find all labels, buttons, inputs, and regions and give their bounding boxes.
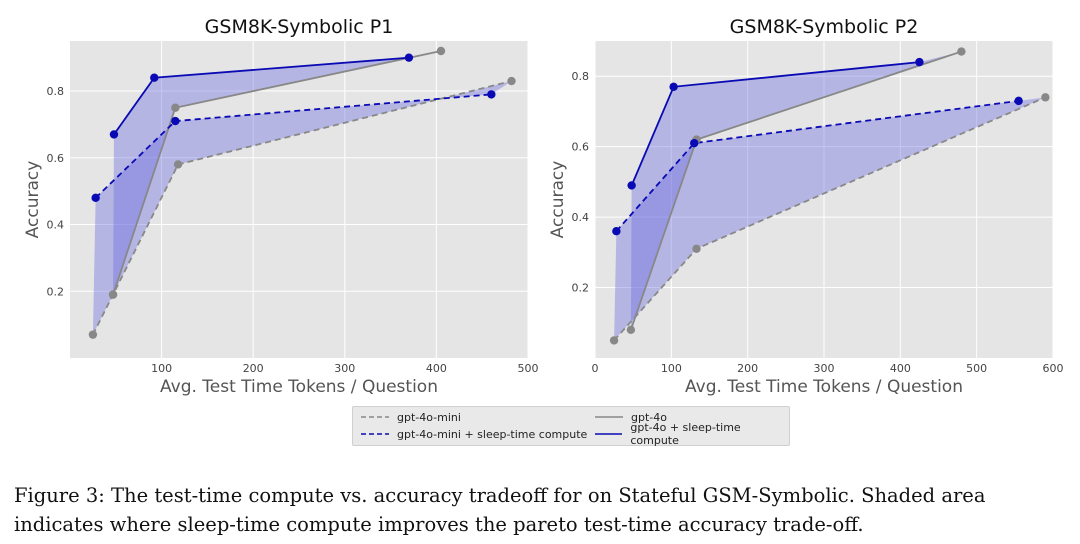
data-point [404, 53, 414, 62]
data-point [609, 336, 619, 345]
y-tick-label: 0.4 [47, 219, 65, 232]
x-tick-label: 300 [814, 362, 835, 375]
data-point [108, 290, 118, 299]
data-point [171, 103, 180, 112]
y-tick-label: 0.2 [572, 282, 590, 295]
y-tick-label: 0.8 [572, 70, 590, 83]
x-tick-label: 100 [151, 362, 172, 375]
x-axis-label: Avg. Test Time Tokens / Question [685, 377, 963, 397]
x-tick-label: 200 [243, 362, 264, 375]
data-point [669, 82, 678, 91]
figure-caption: Figure 3: The test-time compute vs. accu… [14, 484, 986, 536]
data-point [692, 244, 701, 254]
data-point [171, 116, 180, 126]
data-point [150, 73, 159, 82]
x-axis-label: Avg. Test Time Tokens / Question [160, 377, 438, 397]
data-point [1041, 93, 1050, 102]
legend: gpt-4o-mini gpt-4o gpt-4o-mini + sleep-t… [352, 406, 790, 447]
chart-panel-p2: 0 100 200 300 400 500 600 0.2 0.4 0.6 0.8 GSM8K-Sym… [548, 16, 1064, 397]
data-point [612, 227, 621, 236]
y-axis-label: Accuracy [23, 161, 43, 239]
improvement-shaded-area [614, 97, 1046, 341]
plot-background [70, 41, 528, 358]
chart-panel-p1: 100 200 300 400 500 0.2 0.4 0.6 0.8 GSM8K-Symboli… [23, 16, 539, 397]
data-point [957, 47, 966, 56]
legend-line-icon [361, 433, 389, 435]
y-tick-label: 0.4 [572, 211, 590, 224]
data-point [690, 138, 699, 148]
x-tick-label: 400 [426, 362, 447, 375]
data-point [627, 181, 636, 190]
data-point [915, 57, 924, 67]
x-tick-label: 600 [1043, 362, 1064, 375]
data-point [88, 330, 98, 339]
data-point [173, 160, 183, 169]
x-tick-label: 300 [334, 362, 355, 375]
data-point [1014, 96, 1023, 106]
data-point [626, 325, 636, 335]
y-axis-label: Accuracy [548, 161, 568, 239]
legend-label: gpt-4o + sleep-time compute [630, 421, 741, 447]
x-tick-label: 100 [661, 362, 682, 375]
chart-title: GSM8K-Symbolic P1 [205, 16, 394, 38]
legend-label: gpt-4o-mini + sleep-time compute [397, 427, 588, 441]
data-point [109, 130, 119, 139]
data-point [487, 90, 496, 99]
chart-title: GSM8K-Symbolic P2 [730, 16, 919, 38]
series-line [92, 80, 512, 336]
x-tick-label: 500 [518, 362, 539, 375]
legend-line-icon [595, 416, 623, 418]
improvement-shaded-area [92, 81, 512, 335]
legend-item-gpt-4o-mini: gpt-4o-mini [361, 409, 461, 425]
x-tick-label: 500 [966, 362, 987, 375]
data-point [91, 193, 100, 203]
data-point [507, 76, 516, 86]
improvement-shaded-area [630, 51, 962, 330]
legend-item-gpt-4o-mini-sleep: gpt-4o-mini + sleep-time compute [361, 426, 587, 442]
legend-item-gpt-4o: gpt-4o [595, 409, 667, 425]
series-line [615, 99, 1019, 232]
data-point [436, 46, 446, 56]
y-tick-label: 0.6 [572, 141, 590, 154]
y-tick-label: 0.6 [47, 152, 65, 165]
legend-item-gpt-4o-sleep: gpt-4o + sleep-time compute [595, 421, 789, 447]
legend-line-icon [361, 416, 389, 418]
x-tick-label: 0 [592, 362, 599, 375]
y-tick-label: 0.2 [47, 285, 65, 298]
x-tick-label: 200 [737, 362, 758, 375]
legend-label: gpt-4o [631, 410, 667, 424]
legend-line-icon [595, 433, 623, 435]
x-tick-label: 400 [890, 362, 911, 375]
legend-label: gpt-4o-mini [397, 410, 461, 424]
y-tick-label: 0.8 [47, 85, 65, 98]
